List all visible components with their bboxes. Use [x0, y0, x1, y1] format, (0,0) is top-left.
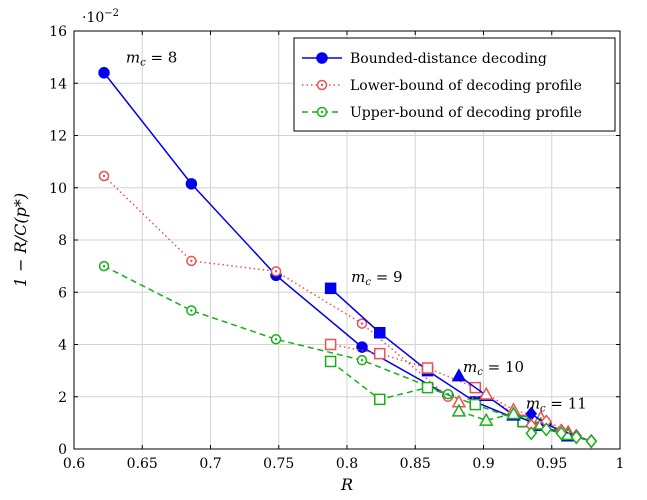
data-point-center: [360, 322, 364, 325]
series-mc-8-lower: [98, 170, 454, 402]
data-point: [451, 368, 467, 382]
x-axis-label: R: [340, 475, 353, 494]
data-point-center: [274, 270, 278, 273]
x-tick-label: 0.85: [400, 456, 431, 472]
series-mc-9-bdd: [324, 282, 529, 428]
data-point-center: [102, 264, 106, 268]
mc-annotation: mc = 11: [526, 395, 587, 415]
x-tick-label: 0.9: [472, 456, 494, 472]
data-point: [517, 415, 529, 428]
axis-ticks: 0.6 0.65 0.7 0.75 0.8 0.85 0.9 0.95 102468101214…: [49, 24, 624, 472]
data-point: [324, 338, 337, 351]
data-point: [506, 406, 521, 420]
data-point: [421, 362, 434, 374]
data-point: [324, 282, 337, 295]
series-line: [103, 175, 449, 398]
data-point-center: [102, 174, 106, 178]
x-tick-label: 0.75: [263, 456, 294, 472]
data-point: [356, 341, 368, 353]
data-point: [316, 52, 328, 64]
series-line: [103, 265, 449, 395]
y-tick-label: 2: [58, 390, 67, 406]
data-point: [98, 67, 110, 79]
data-point: [478, 386, 494, 400]
y-tick-label: 14: [49, 76, 67, 92]
data-point: [374, 393, 386, 406]
y-axis-label: 1 − R/C(p*): [11, 193, 30, 287]
y-tick-label: 4: [58, 338, 67, 354]
data-point: [324, 355, 337, 368]
data-point: [451, 403, 467, 417]
mc-annotation: mc = 8: [126, 48, 177, 68]
data-point: [525, 426, 538, 441]
x-tick-label: 0.95: [536, 456, 567, 472]
data-point: [555, 426, 568, 441]
legend: Bounded-distance decoding Lower-bound of …: [293, 37, 616, 132]
data-point: [585, 433, 598, 449]
data-point-center: [360, 358, 364, 362]
data-point-center: [190, 259, 193, 263]
data-point: [374, 326, 386, 339]
series-mc-9-upper: [324, 355, 529, 428]
data-point: [570, 430, 583, 445]
mc-annotation: mc = 10: [463, 358, 524, 378]
data-point: [469, 398, 482, 411]
data-point: [421, 381, 434, 394]
y-multiplier-label: ·10−2: [82, 8, 119, 26]
data-point-center: [320, 83, 324, 87]
data-point: [478, 412, 494, 426]
data-point: [185, 178, 198, 190]
data-point-center: [320, 110, 324, 114]
data-point-center: [274, 338, 278, 341]
legend-label: Upper-bound of decoding profile: [350, 105, 582, 121]
y-tick-label: 8: [58, 233, 67, 249]
y-tick-label: 12: [49, 129, 67, 145]
legend-label: Bounded-distance decoding: [350, 51, 547, 67]
mc-annotation: mc = 9: [351, 268, 403, 288]
x-tick-label: 0.8: [336, 456, 358, 472]
series-mc-8: [98, 67, 454, 402]
y-tick-label: 0: [58, 442, 67, 458]
legend-box: [293, 37, 616, 132]
series-layer: [98, 67, 598, 449]
x-tick-label: 0.7: [199, 456, 221, 472]
data-point-center: [190, 309, 193, 312]
series-mc-11-upper: [525, 422, 598, 449]
y-tick-label: 10: [49, 181, 67, 197]
y-tick-label: 16: [49, 24, 67, 40]
x-tick-label: 1: [616, 456, 625, 472]
legend-label: Lower-bound of decoding profile: [350, 78, 582, 94]
data-point: [374, 347, 386, 360]
x-tick-label: 0.6: [63, 456, 85, 472]
data-point: [540, 422, 553, 437]
y-tick-label: 6: [58, 285, 67, 301]
x-tick-label: 0.65: [127, 456, 158, 472]
